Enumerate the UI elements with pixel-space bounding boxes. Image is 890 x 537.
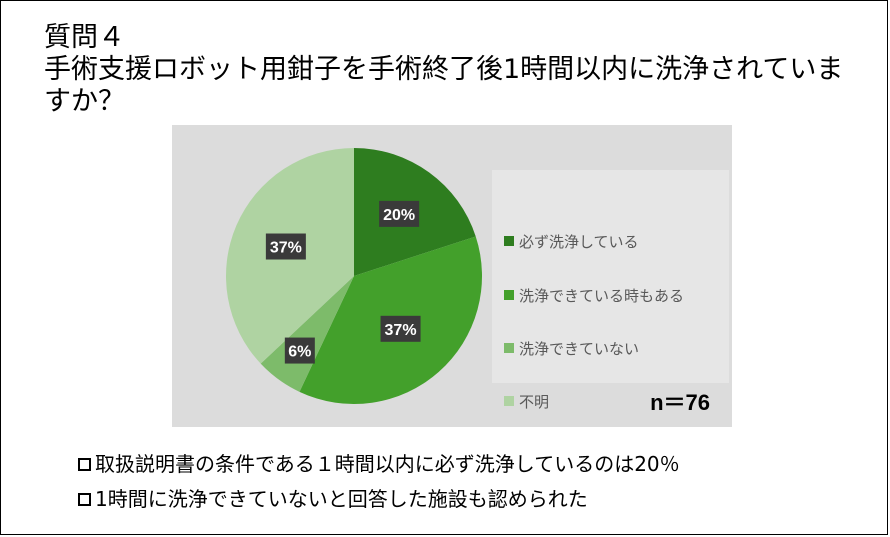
data-label: 20% [383, 207, 415, 224]
note-item: 取扱説明書の条件である１時間以内に必ず洗浄しているのは20％ [78, 449, 868, 479]
data-label-box [379, 200, 420, 227]
legend-swatch [504, 236, 514, 246]
legend-item-unknown: 不明 [504, 391, 549, 411]
checkbox-icon [78, 457, 91, 471]
pie-chart: 20% 37% 6% 37% [226, 148, 482, 404]
data-label: 37% [270, 240, 302, 257]
legend-label: 洗浄できていない [519, 339, 640, 358]
question-title: 質問４ 手術支援ロボット用鉗子を手術終了後1時間以内に洗浄されていますか？ [44, 22, 844, 117]
legend-swatch [504, 290, 514, 300]
note-item: 1時間に洗浄できていないと回答した施設も認められた [78, 484, 868, 514]
data-label-box [284, 337, 315, 364]
data-label-box [265, 233, 306, 260]
legend-label: 必ず洗浄している [519, 232, 639, 251]
note-text: 1時間に洗浄できていないと回答した施設も認められた [95, 487, 588, 511]
checkbox-icon [78, 492, 91, 506]
legend-item-sometimes: 洗浄できている時もある [504, 285, 684, 305]
legend-label: 洗浄できている時もある [519, 286, 685, 305]
pie-chart-area: 20% 37% 6% 37% 必ず洗浄している 洗浄できている時もある 洗浄できていな… [172, 125, 732, 427]
legend-swatch [504, 343, 514, 353]
data-label: 37% [385, 322, 417, 339]
notes-list: 取扱説明書の条件である１時間以内に必ず洗浄しているのは20％ 1時間に洗浄できて… [78, 449, 868, 519]
note-text: 取扱説明書の条件である１時間以内に必ず洗浄しているのは20％ [95, 452, 680, 476]
legend-item-always: 必ず洗浄している [504, 231, 639, 251]
sample-size-label: n＝76 [650, 390, 710, 415]
legend-item-not-washed: 洗浄できていない [504, 338, 639, 358]
pie-slice [260, 276, 354, 392]
legend: 必ず洗浄している 洗浄できている時もある 洗浄できていない 不明 [492, 170, 729, 411]
legend-swatch [504, 396, 514, 406]
data-label: 6% [288, 344, 311, 361]
legend-label: 不明 [519, 392, 550, 411]
data-label-box [380, 315, 421, 342]
